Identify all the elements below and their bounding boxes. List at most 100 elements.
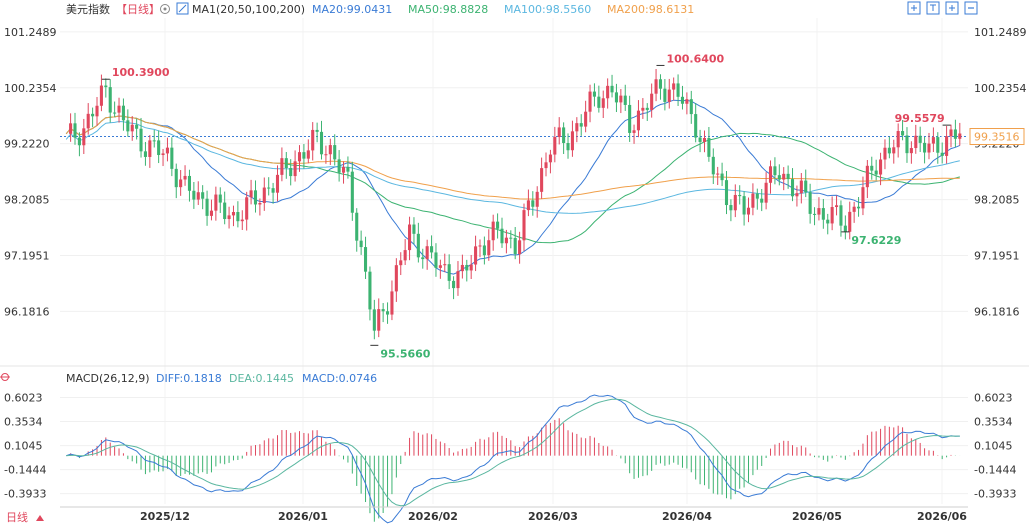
candle [452,276,456,300]
candle [236,201,240,228]
candle [416,222,420,263]
candle [297,145,302,172]
candle [231,205,236,227]
candle [394,258,398,302]
candle [958,122,962,146]
candle [923,137,927,164]
candle [786,165,790,189]
macd-tick-left: -0.3933 [4,488,46,501]
candle [386,302,390,324]
candle [143,141,147,166]
candle [931,127,935,153]
candle [381,303,385,323]
candle [333,134,337,166]
minus-icon[interactable] [964,1,978,15]
candle [302,144,306,169]
last-price-badge [969,128,1025,146]
candle [518,231,522,264]
candle [324,145,328,164]
candle [953,119,957,148]
grid-icon[interactable] [945,1,959,15]
footer-period[interactable]: 日线 [6,510,28,524]
candle [795,185,799,207]
expand-icon[interactable] [907,1,921,15]
candle [359,230,363,255]
candle [694,103,698,143]
candle [927,132,931,160]
candle [522,203,526,252]
candle [223,191,227,225]
macd-value: MACD:0.0746 [302,372,377,385]
price-tick-right: 96.1816 [974,305,1020,318]
candle [425,239,429,270]
candle [707,126,711,162]
price-grid [60,18,968,504]
candle [280,147,284,182]
candle [531,191,535,216]
candle [821,198,825,229]
candle [887,136,891,159]
candle [421,248,425,269]
ma-settings-icon[interactable] [176,2,189,15]
candle [720,162,724,187]
period-selector[interactable]: 【日线】 [116,2,160,16]
candle [311,122,315,161]
candle [852,201,856,223]
chart-title: 美元指数 [66,2,110,16]
candle [113,101,117,118]
candle [711,148,715,185]
candle [790,168,795,202]
crosshair-icon[interactable] [0,373,10,381]
macd-tick-left: 0.1045 [4,440,43,453]
candle [460,254,464,279]
candle [901,120,905,141]
shrink-icon[interactable] [926,1,940,15]
candle [540,157,544,199]
candle [319,120,324,160]
candle [663,79,667,111]
candle [650,83,654,118]
candle [341,161,346,184]
candle [729,199,733,222]
price-tick-left: 101.2489 [4,26,57,39]
candle [108,79,112,123]
price-tick-left: 99.2220 [4,138,50,151]
candle [526,189,530,217]
candle [390,280,394,321]
settings-icon[interactable] [160,4,170,14]
candle [835,195,839,216]
macd-name: MACD(26,12,9) [66,372,150,385]
candle [152,129,156,148]
candle [909,141,913,164]
candle [914,124,918,154]
candle [879,152,883,186]
candle [936,132,940,164]
candle [601,90,605,118]
candle [201,185,205,210]
candle [755,188,759,210]
candle [469,254,473,280]
candle [839,200,843,237]
svg-text:100.6400: 100.6400 [666,52,724,65]
collapse-icon[interactable] [36,515,44,521]
candle [148,134,152,168]
candle [82,118,86,154]
candle [865,160,869,199]
candle [870,156,874,180]
candle [456,261,460,296]
candle [566,133,570,159]
candle [86,103,90,135]
candle [610,74,614,98]
price-tick-right: 97.1951 [974,249,1020,262]
candle [658,74,663,100]
candle [69,113,73,142]
candles [69,68,962,340]
candle [368,266,372,321]
candle [562,122,566,155]
candle [337,150,341,182]
moving-average-lines [65,99,960,275]
candle [350,161,354,221]
candle [738,185,742,205]
candle [804,169,808,198]
candle [949,124,953,148]
